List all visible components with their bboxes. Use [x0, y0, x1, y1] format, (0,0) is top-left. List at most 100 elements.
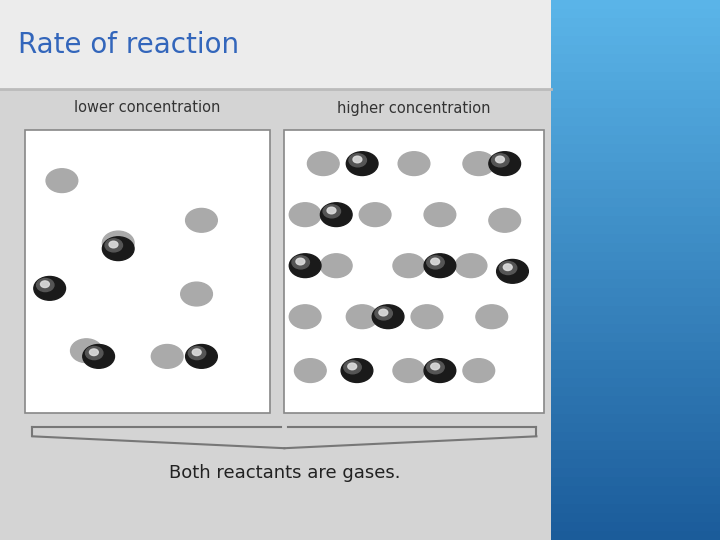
Circle shape [289, 305, 321, 328]
Circle shape [359, 202, 391, 226]
Circle shape [424, 254, 456, 278]
FancyBboxPatch shape [551, 162, 720, 171]
FancyBboxPatch shape [551, 54, 720, 63]
Circle shape [323, 205, 341, 218]
Circle shape [37, 279, 54, 292]
Circle shape [71, 339, 102, 363]
FancyBboxPatch shape [0, 89, 551, 540]
FancyBboxPatch shape [551, 297, 720, 306]
FancyBboxPatch shape [551, 360, 720, 369]
Circle shape [476, 305, 508, 328]
Circle shape [344, 361, 361, 374]
Circle shape [349, 154, 366, 167]
Circle shape [341, 359, 373, 382]
Circle shape [307, 152, 339, 176]
FancyBboxPatch shape [551, 153, 720, 162]
FancyBboxPatch shape [551, 315, 720, 324]
Circle shape [489, 208, 521, 232]
FancyBboxPatch shape [551, 117, 720, 126]
Circle shape [327, 207, 336, 214]
FancyBboxPatch shape [551, 171, 720, 180]
Circle shape [40, 281, 50, 287]
Circle shape [46, 168, 78, 192]
Circle shape [102, 231, 134, 255]
FancyBboxPatch shape [551, 18, 720, 27]
Circle shape [424, 202, 456, 226]
FancyBboxPatch shape [551, 387, 720, 396]
FancyBboxPatch shape [551, 261, 720, 270]
FancyBboxPatch shape [551, 279, 720, 288]
FancyBboxPatch shape [551, 486, 720, 495]
FancyBboxPatch shape [551, 225, 720, 234]
FancyBboxPatch shape [551, 531, 720, 540]
FancyBboxPatch shape [0, 0, 551, 89]
Circle shape [294, 359, 326, 382]
FancyBboxPatch shape [551, 405, 720, 414]
FancyBboxPatch shape [551, 9, 720, 18]
Circle shape [89, 349, 99, 355]
FancyBboxPatch shape [551, 189, 720, 198]
FancyBboxPatch shape [551, 27, 720, 36]
Circle shape [102, 237, 134, 261]
FancyBboxPatch shape [551, 522, 720, 531]
Circle shape [353, 156, 362, 163]
Circle shape [393, 254, 425, 278]
FancyBboxPatch shape [551, 36, 720, 45]
Circle shape [346, 305, 378, 328]
Circle shape [495, 156, 505, 163]
FancyBboxPatch shape [551, 432, 720, 441]
Text: higher concentration: higher concentration [337, 100, 491, 116]
Circle shape [86, 347, 103, 360]
Circle shape [346, 152, 378, 176]
FancyBboxPatch shape [25, 130, 270, 413]
FancyBboxPatch shape [551, 423, 720, 432]
FancyBboxPatch shape [551, 108, 720, 117]
FancyBboxPatch shape [551, 441, 720, 450]
Circle shape [492, 154, 509, 167]
Circle shape [109, 241, 118, 248]
Circle shape [463, 152, 495, 176]
Circle shape [192, 349, 201, 355]
Circle shape [186, 345, 217, 368]
Circle shape [497, 260, 528, 283]
Circle shape [83, 345, 114, 368]
FancyBboxPatch shape [551, 90, 720, 99]
FancyBboxPatch shape [551, 207, 720, 216]
Text: Rate of reaction: Rate of reaction [18, 31, 239, 59]
FancyBboxPatch shape [551, 504, 720, 513]
FancyBboxPatch shape [551, 378, 720, 387]
FancyBboxPatch shape [551, 126, 720, 135]
FancyBboxPatch shape [551, 414, 720, 423]
FancyBboxPatch shape [551, 495, 720, 504]
FancyBboxPatch shape [551, 351, 720, 360]
Circle shape [186, 208, 217, 232]
FancyBboxPatch shape [551, 99, 720, 108]
Circle shape [320, 254, 352, 278]
FancyBboxPatch shape [551, 198, 720, 207]
FancyBboxPatch shape [551, 0, 720, 9]
Circle shape [105, 239, 122, 252]
FancyBboxPatch shape [551, 252, 720, 261]
Circle shape [348, 363, 356, 370]
Circle shape [463, 359, 495, 382]
Circle shape [411, 305, 443, 328]
Circle shape [431, 258, 440, 265]
FancyBboxPatch shape [551, 369, 720, 378]
Circle shape [503, 264, 512, 271]
Circle shape [398, 152, 430, 176]
FancyBboxPatch shape [551, 45, 720, 54]
FancyBboxPatch shape [551, 324, 720, 333]
FancyBboxPatch shape [551, 243, 720, 252]
Circle shape [151, 345, 183, 368]
FancyBboxPatch shape [551, 477, 720, 486]
Circle shape [427, 361, 444, 374]
FancyBboxPatch shape [284, 130, 544, 413]
FancyBboxPatch shape [551, 144, 720, 153]
FancyBboxPatch shape [551, 72, 720, 81]
Circle shape [375, 307, 392, 320]
FancyBboxPatch shape [551, 81, 720, 90]
FancyBboxPatch shape [551, 513, 720, 522]
Circle shape [372, 305, 404, 328]
Text: Both reactants are gases.: Both reactants are gases. [168, 463, 400, 482]
Circle shape [455, 254, 487, 278]
